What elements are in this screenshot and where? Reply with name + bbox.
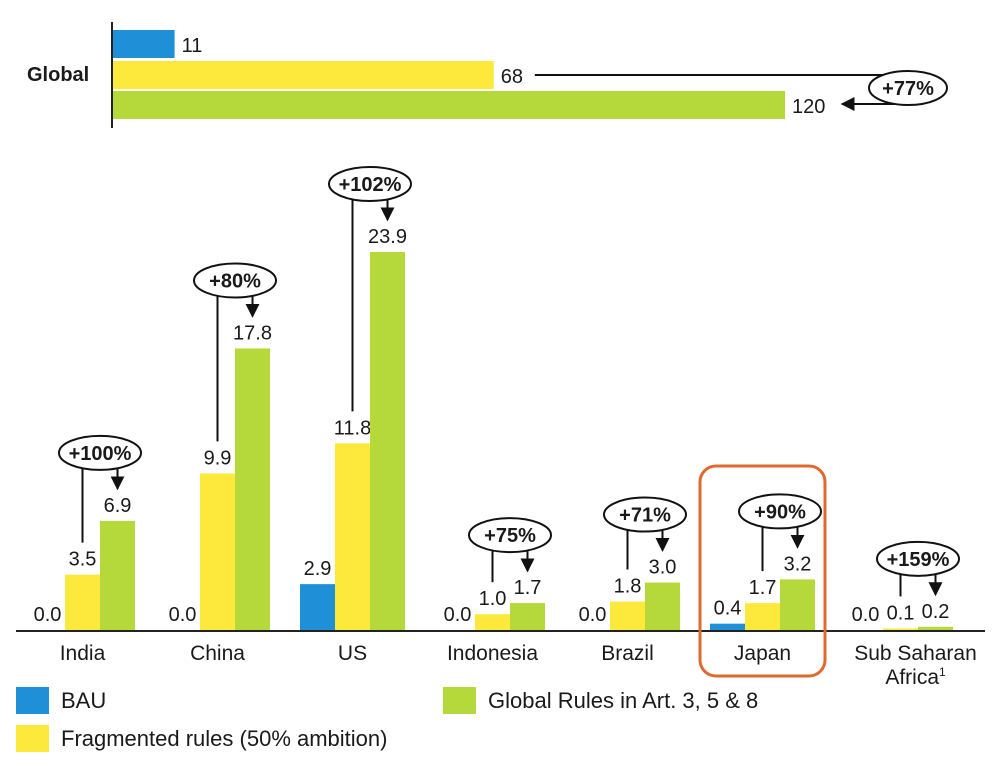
change-badge-japan [738, 493, 822, 530]
value-label-japan-bau: 0.4 [714, 598, 742, 620]
value-label-us-bau: 2.9 [304, 558, 332, 580]
bar-china-global-rules-in-art-3-5-8 [235, 348, 270, 630]
bar-brazil-global-rules-in-art-3-5-8 [645, 582, 680, 630]
change-badge-indonesia [468, 517, 552, 554]
value-label-japan-global-rules-in-art-3-5-8: 3.2 [784, 553, 812, 575]
bar-india-fragmented-rules-50-ambition [65, 574, 100, 630]
bar-brazil-fragmented-rules-50-ambition [610, 601, 645, 630]
bar-us-bau [300, 584, 335, 630]
change-label-china: +80% [209, 270, 261, 292]
global-value-global-rules-in-art-3-5-8: 120 [792, 96, 825, 118]
category-footnote-marker: 1 [939, 665, 946, 679]
value-label-japan-fragmented-rules-50-ambition: 1.7 [749, 577, 777, 599]
category-label-japan: Japan [734, 642, 791, 665]
value-label-brazil-global-rules-in-art-3-5-8: 3.0 [649, 557, 677, 579]
category-label-sub-saharan-africa-line1: Sub Saharan [854, 642, 977, 665]
bar-indonesia-global-rules-in-art-3-5-8 [510, 603, 545, 630]
category-label-sub-saharan-africa-line2: Africa1 [885, 665, 946, 689]
category-label-indonesia: Indonesia [447, 642, 538, 665]
change-label-sub-saharan-africa: +159% [887, 549, 950, 571]
value-label-india-global-rules-in-art-3-5-8: 6.9 [104, 495, 132, 517]
change-badge-china [193, 262, 277, 299]
global-change-label: +77% [882, 78, 934, 100]
bar-japan-bau [710, 623, 745, 630]
legend-swatch-global-rules-in-art-3-5-8 [443, 687, 476, 714]
change-label-us: +102% [339, 174, 402, 196]
change-badge-brazil [603, 496, 687, 533]
value-label-china-bau: 0.0 [169, 604, 197, 626]
global-value-bau: 11 [182, 35, 203, 57]
value-label-sub-saharan-africa-global-rules-in-art-3-5-8: 0.2 [922, 601, 950, 623]
value-label-indonesia-global-rules-in-art-3-5-8: 1.7 [514, 577, 542, 599]
value-label-china-fragmented-rules-50-ambition: 9.9 [204, 447, 232, 469]
change-label-japan: +90% [754, 501, 806, 523]
bar-us-fragmented-rules-50-ambition [335, 443, 370, 630]
value-label-brazil-bau: 0.0 [579, 604, 607, 626]
value-label-sub-saharan-africa-fragmented-rules-50-ambition: 0.1 [887, 602, 915, 624]
bar-india-global-rules-in-art-3-5-8 [100, 520, 135, 630]
global-label: Global [27, 64, 89, 86]
category-label-brazil: Brazil [601, 642, 654, 665]
value-label-india-bau: 0.0 [34, 604, 62, 626]
bar-japan-fragmented-rules-50-ambition [745, 603, 780, 630]
global-change-badge [868, 70, 948, 106]
value-label-us-fragmented-rules-50-ambition: 11.8 [334, 417, 371, 439]
legend-label-fragmented-rules-50-ambition: Fragmented rules (50% ambition) [61, 726, 387, 751]
value-label-sub-saharan-africa-bau: 0.0 [852, 604, 880, 626]
highlight-box-japan [698, 464, 827, 678]
change-badge-india [58, 434, 142, 471]
value-label-indonesia-bau: 0.0 [444, 604, 472, 626]
global-bar-bau [113, 30, 175, 58]
global-bar-global-rules-in-art-3-5-8 [113, 91, 785, 119]
category-label-china: China [190, 642, 245, 665]
value-label-us-global-rules-in-art-3-5-8: 23.9 [368, 226, 407, 248]
bar-us-global-rules-in-art-3-5-8 [370, 252, 405, 630]
bar-indonesia-fragmented-rules-50-ambition [475, 614, 510, 630]
legend-label-global-rules-in-art-3-5-8: Global Rules in Art. 3, 5 & 8 [488, 688, 758, 713]
change-label-india: +100% [69, 443, 132, 465]
change-badge-sub-saharan-africa [876, 540, 960, 577]
change-label-brazil: +71% [619, 505, 671, 527]
value-label-india-fragmented-rules-50-ambition: 3.5 [69, 549, 97, 571]
bar-sub-saharan-africa-global-rules-in-art-3-5-8 [918, 626, 953, 630]
change-label-indonesia: +75% [484, 525, 536, 547]
value-label-china-global-rules-in-art-3-5-8: 17.8 [233, 322, 272, 344]
legend-label-bau: BAU [61, 688, 106, 713]
global-bar-fragmented-rules-50-ambition [113, 61, 494, 89]
legend-swatch-bau [16, 687, 49, 714]
bar-japan-global-rules-in-art-3-5-8 [780, 579, 815, 630]
bar-sub-saharan-africa-fragmented-rules-50-ambition [883, 628, 918, 630]
legend-swatch-fragmented-rules-50-ambition [16, 725, 49, 752]
value-label-brazil-fragmented-rules-50-ambition: 1.8 [614, 576, 642, 598]
value-label-indonesia-fragmented-rules-50-ambition: 1.0 [479, 588, 507, 610]
bar-china-fragmented-rules-50-ambition [200, 473, 235, 630]
change-badge-us [328, 166, 412, 202]
category-label-india: India [60, 642, 106, 665]
category-label-us: US [338, 642, 367, 665]
global-value-fragmented-rules-50-ambition: 68 [501, 66, 523, 88]
